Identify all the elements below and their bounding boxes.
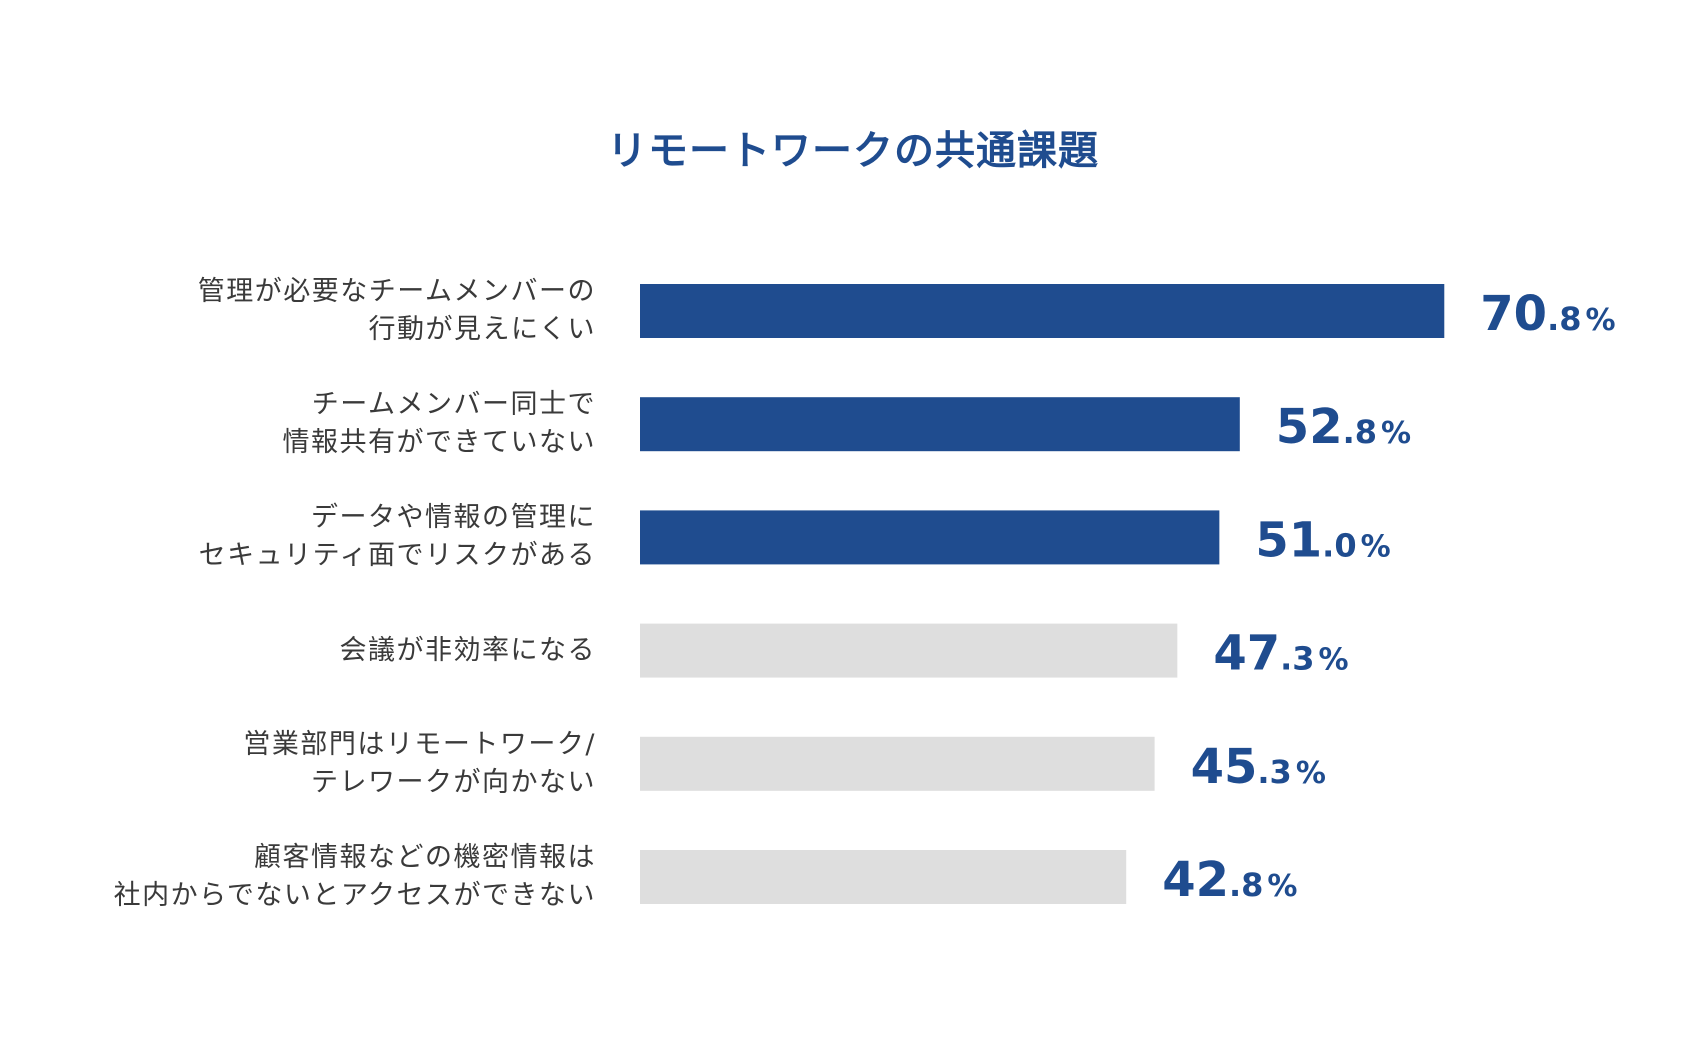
- value-label-6: 42.8%: [1162, 852, 1297, 908]
- value-label-int: 70: [1480, 286, 1547, 342]
- category-label-line: 情報共有ができていない: [282, 427, 596, 459]
- bar-5: [640, 736, 1155, 791]
- value-label-1: 70.8%: [1480, 286, 1615, 342]
- category-label-1: 管理が必要なチームメンバーの行動が見えにくい: [36, 273, 596, 349]
- value-label-decimal: .3: [1257, 753, 1291, 791]
- value-label-unit: %: [1586, 303, 1616, 338]
- category-label-4: 会議が非効率になる: [36, 632, 596, 670]
- value-label-unit: %: [1319, 643, 1349, 678]
- category-label-6: 顧客情報などの機密情報は社内からでないとアクセスができない: [36, 839, 596, 915]
- bar-1: [640, 284, 1445, 338]
- value-label-int: 51: [1255, 512, 1322, 568]
- value-label-int: 47: [1213, 626, 1280, 682]
- value-label-5: 45.3%: [1191, 739, 1326, 795]
- value-label-int: 52: [1276, 399, 1343, 455]
- category-label-line: 行動が見えにくい: [368, 314, 596, 345]
- value-label-int: 42: [1162, 852, 1229, 908]
- category-label-line: データや情報の管理に: [311, 502, 596, 534]
- value-label-decimal: .3: [1280, 640, 1314, 678]
- chart-title: リモートワークの共通課題: [607, 128, 1099, 174]
- value-label-4: 47.3%: [1213, 626, 1348, 682]
- category-label-line: 管理が必要なチームメンバーの: [197, 276, 596, 307]
- value-label-unit: %: [1361, 529, 1391, 564]
- value-label-unit: %: [1381, 416, 1411, 451]
- category-label-2: チームメンバー同士で情報共有ができていない: [36, 386, 596, 462]
- category-label-line: チームメンバー同士で: [311, 389, 596, 421]
- bar-2: [640, 397, 1240, 452]
- category-label-3: データや情報の管理にセキュリティ面でリスクがある: [36, 499, 596, 575]
- value-label-3: 51.0%: [1255, 512, 1390, 568]
- bar-4: [640, 623, 1178, 678]
- category-label-line: 営業部門はリモートワーク/: [243, 728, 596, 760]
- value-label-decimal: .8: [1343, 413, 1377, 451]
- category-label-line: 顧客情報などの機密情報は: [254, 842, 596, 873]
- category-label-line: 会議が非効率になる: [339, 634, 596, 666]
- value-label-decimal: .0: [1322, 526, 1356, 564]
- category-label-line: 社内からでないとアクセスができない: [113, 880, 596, 911]
- value-label-decimal: .8: [1547, 300, 1581, 338]
- value-label-unit: %: [1296, 756, 1326, 791]
- category-label-5: 営業部門はリモートワーク/テレワークが向かない: [36, 726, 596, 802]
- bar-6: [640, 850, 1127, 904]
- value-label-2: 52.8%: [1276, 399, 1411, 455]
- bar-3: [640, 510, 1220, 565]
- value-label-decimal: .8: [1229, 866, 1263, 904]
- category-label-line: セキュリティ面でリスクがある: [198, 540, 596, 572]
- value-label-unit: %: [1267, 869, 1297, 904]
- value-label-int: 45: [1191, 739, 1258, 795]
- category-label-line: テレワークが向かない: [311, 766, 596, 798]
